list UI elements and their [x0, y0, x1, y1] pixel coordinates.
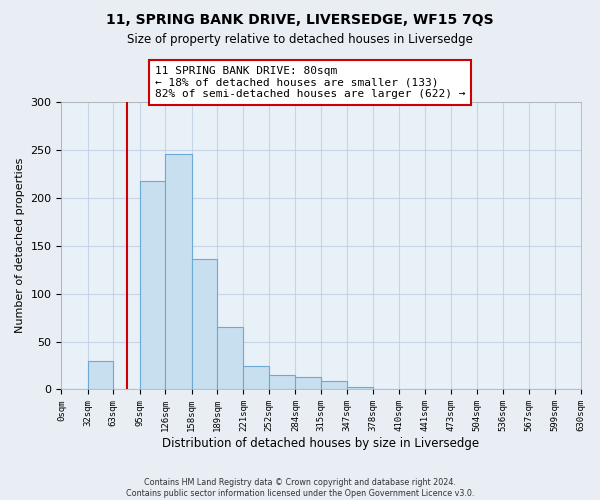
Bar — [244, 366, 269, 390]
Bar — [373, 388, 399, 390]
Bar — [295, 377, 321, 390]
X-axis label: Distribution of detached houses by size in Liversedge: Distribution of detached houses by size … — [163, 437, 479, 450]
Text: 11, SPRING BANK DRIVE, LIVERSEDGE, WF15 7QS: 11, SPRING BANK DRIVE, LIVERSEDGE, WF15 … — [106, 12, 494, 26]
Bar — [191, 259, 217, 390]
Bar — [88, 360, 113, 390]
Bar — [269, 375, 295, 390]
Bar — [347, 386, 373, 390]
Bar — [165, 154, 191, 390]
Text: 11 SPRING BANK DRIVE: 80sqm
← 18% of detached houses are smaller (133)
82% of se: 11 SPRING BANK DRIVE: 80sqm ← 18% of det… — [155, 66, 466, 99]
Bar — [321, 381, 347, 390]
Text: Contains HM Land Registry data © Crown copyright and database right 2024.
Contai: Contains HM Land Registry data © Crown c… — [126, 478, 474, 498]
Bar — [217, 327, 244, 390]
Bar — [555, 388, 581, 390]
Bar — [140, 180, 165, 390]
Y-axis label: Number of detached properties: Number of detached properties — [15, 158, 25, 334]
Text: Size of property relative to detached houses in Liversedge: Size of property relative to detached ho… — [127, 32, 473, 46]
